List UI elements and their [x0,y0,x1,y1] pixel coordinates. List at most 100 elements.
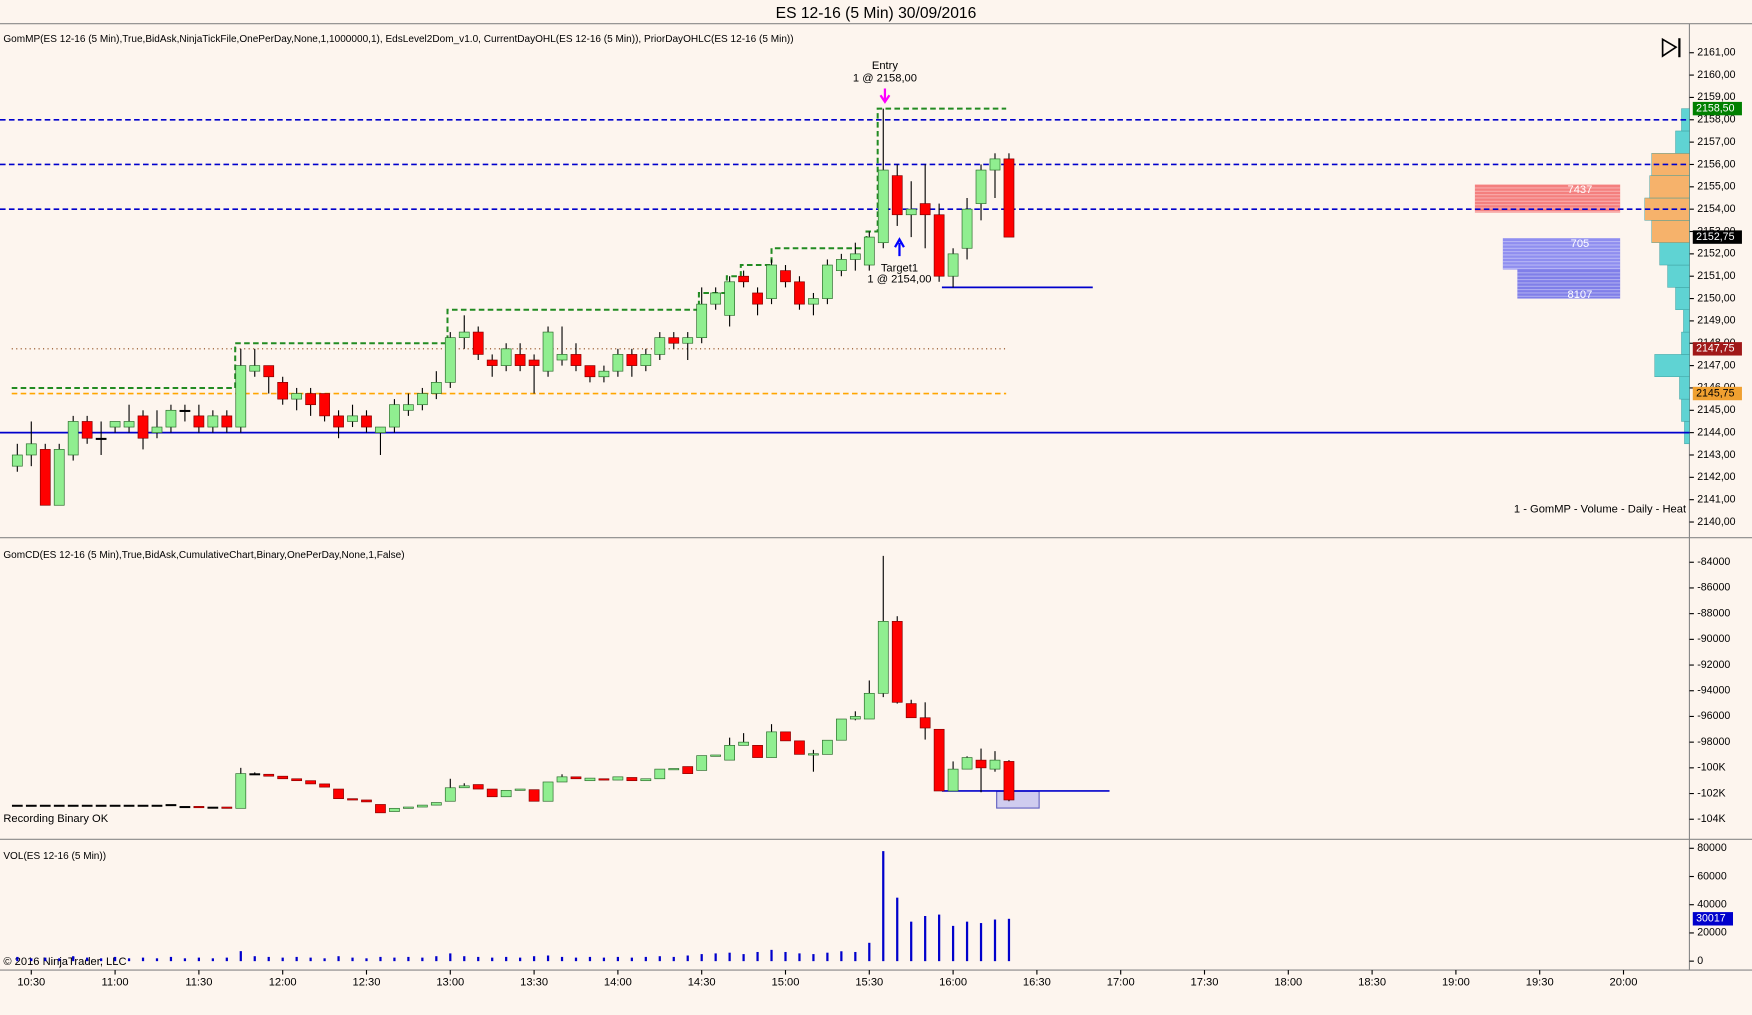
volume-bar [588,956,592,962]
volume-bar [910,921,913,962]
candle-body [53,449,65,506]
candle-body [598,778,610,781]
play-button[interactable] [1661,37,1681,58]
y-tick-label: -88000 [1697,607,1730,619]
candle-body [472,784,484,790]
volume-bar [812,954,815,962]
candle-body [347,798,358,801]
volume-bar [351,957,354,962]
volume-bar [197,957,201,962]
profile-bar [1675,287,1690,310]
volume-bar [868,942,871,962]
candle-body [975,759,987,769]
profile-bar [1681,398,1690,422]
candle-body [905,208,917,216]
y-tick-label: 2147,00 [1697,359,1735,371]
candle-body [668,768,680,771]
candle-body [444,787,456,802]
candle-body [39,449,51,506]
candle-body [430,382,442,394]
volume-bar [1007,918,1011,962]
candle-body [361,799,372,803]
candle-body [780,270,791,283]
volume-bar [574,957,578,962]
volume-bar [979,923,983,962]
play-icon[interactable] [1661,37,1678,58]
volume-bar [854,951,857,962]
candle-body [612,354,624,372]
profile-bar [1654,354,1690,377]
heat-block [1517,269,1621,299]
last-value-marker [1692,912,1734,926]
candle-body [25,443,37,456]
volume-bar [169,956,173,962]
candle-body [207,806,219,809]
y-tick-label: -84000 [1697,556,1730,568]
panel: 2140,00 2141,00 2142,00 2143,00 2144,00 2145,… [0,47,1742,528]
volume-bar [449,953,452,962]
candle-body [780,731,791,742]
x-tick-label: 11:30 [185,976,212,988]
candle-body [193,415,205,428]
volume-bar [30,958,33,962]
volume-bar [882,851,885,962]
volume-bar [505,956,508,962]
candle-body [528,359,540,366]
candle-body [305,393,316,406]
candle-body [528,789,540,802]
volume-bar [379,956,382,962]
volume-bar [491,957,494,962]
y-tick-label: 2151,00 [1697,270,1735,282]
y-tick-label: -98000 [1697,736,1730,748]
candle-body [822,264,833,299]
price-marker-label: 2145,75 [1696,387,1734,399]
x-tick-label: 13:00 [436,976,464,988]
candle-body [514,788,526,791]
candle-body [389,807,400,812]
y-tick-label: 40000 [1697,899,1727,911]
candle-body [961,757,973,770]
candle-body [25,804,37,807]
x-tick-label: 18:00 [1274,976,1302,988]
candle-body [403,806,414,809]
y-tick-label: 60000 [1697,870,1727,882]
candle-body [137,804,149,807]
profile-bar [1679,376,1690,400]
profile-bar [1651,220,1690,243]
x-tick-label: 11:00 [102,976,129,988]
candle-body [724,745,735,761]
volume-bar [183,958,187,962]
last-value-label: 30017 [1696,913,1726,925]
candle-body [235,365,247,428]
y-tick-label: -96000 [1697,710,1730,722]
y-tick-label: 2140,00 [1697,516,1735,528]
volume-bar [630,957,633,962]
candle-body [416,804,428,808]
candle-body [472,331,484,355]
candle-body [975,169,987,204]
panel: -84000 -86000 -88000 -90000 -92000 -94000 -960… [11,555,1730,825]
candle-body [221,415,233,428]
price-marker-label: 2147,75 [1696,343,1734,355]
candle-body [794,281,805,305]
copyright: © 2016 NinjaTrader, LLC [3,956,126,968]
volume-bar [896,897,899,962]
volume-bar [100,958,103,962]
candle-body [654,768,666,780]
volume-bar [826,952,829,962]
candle-body [863,236,875,266]
volume-bar [924,916,927,962]
candle-body [333,788,344,800]
candle-body [458,785,470,789]
candle-body [877,621,889,694]
target-arrow [894,237,905,257]
candle-body [835,259,847,271]
candle-body [822,739,833,755]
price-marker [1692,230,1742,244]
candle-body [109,804,121,807]
y-tick-label: 2154,00 [1697,203,1735,215]
candle-body [933,728,945,792]
volume-bar [993,919,997,962]
indicator-label: GomMP(ES 12-16 (5 Min),True,BidAsk,Ninja… [3,34,793,45]
